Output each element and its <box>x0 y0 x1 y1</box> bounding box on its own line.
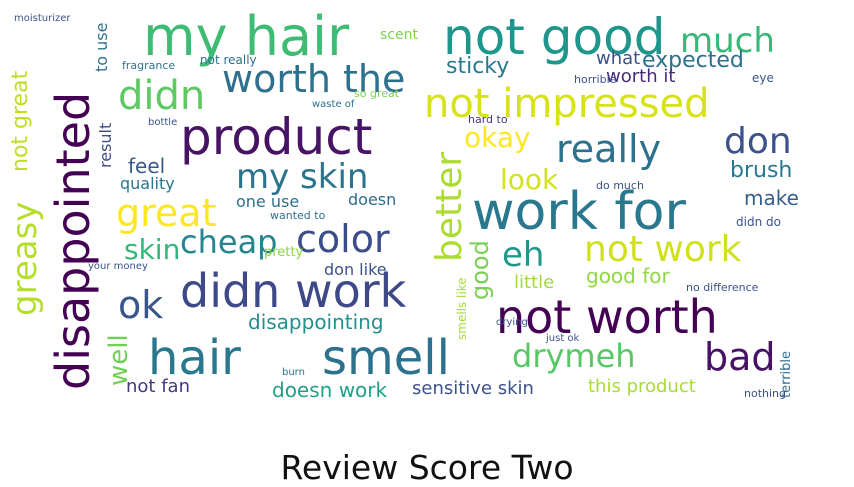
cloud-word: worth it <box>606 66 676 87</box>
cloud-word: so great <box>354 87 400 100</box>
cloud-word: hair <box>148 330 241 386</box>
cloud-word: didn do <box>736 215 781 229</box>
cloud-word: wanted to <box>270 209 326 222</box>
word-cloud: my hair not good much disappointed worth… <box>5 5 799 402</box>
cloud-word: to use <box>92 22 111 72</box>
cloud-word: horrible <box>574 73 617 86</box>
cloud-word: pretty <box>264 245 304 260</box>
cloud-word: worth the <box>222 57 406 101</box>
cloud-word: product <box>180 108 373 166</box>
cloud-word: not impressed <box>424 81 710 127</box>
cloud-word: not work <box>584 229 742 270</box>
cloud-word: moisturizer <box>14 13 71 24</box>
cloud-word: one use <box>236 192 300 211</box>
cloud-word: scent <box>380 27 418 43</box>
cloud-word: okay <box>464 121 531 154</box>
cloud-word: look <box>500 163 559 196</box>
cloud-word: cheap <box>180 223 278 261</box>
cloud-word: hard to <box>468 113 508 126</box>
cloud-word: didn <box>118 73 206 119</box>
cloud-word: your money <box>88 261 148 272</box>
cloud-word: this product <box>588 376 696 397</box>
cloud-word: not really <box>200 53 257 67</box>
cloud-word: smells like <box>455 277 469 340</box>
cloud-word: burn <box>282 367 305 378</box>
cloud-word: not great <box>8 70 33 172</box>
cloud-word: doesn work <box>272 378 388 402</box>
cloud-word: don like <box>324 260 387 279</box>
cloud-word: better <box>429 151 470 262</box>
cloud-word: feel <box>128 154 166 178</box>
cloud-word: sensitive skin <box>412 378 534 399</box>
cloud-word: waste of <box>312 99 355 110</box>
cloud-word: good <box>466 240 494 300</box>
cloud-word: bottle <box>148 117 178 128</box>
cloud-word: didn work <box>180 264 407 318</box>
chart-caption: Review Score Two <box>280 448 574 487</box>
cloud-word: not fan <box>126 376 190 397</box>
cloud-word: color <box>296 217 390 261</box>
cloud-word: disappointing <box>248 310 384 334</box>
cloud-word: disappointed <box>46 91 100 390</box>
cloud-word: nothing <box>744 387 786 400</box>
cloud-word: no difference <box>686 281 759 294</box>
cloud-word: not good <box>443 8 666 66</box>
cloud-word: much <box>680 21 775 61</box>
cloud-word: little <box>514 272 555 293</box>
cloud-word: make <box>744 186 799 210</box>
cloud-word: great <box>116 191 217 235</box>
cloud-word: not worth <box>496 290 718 344</box>
cloud-word: bad <box>704 335 776 379</box>
cloud-word: greasy <box>5 201 45 316</box>
cloud-word: sticky <box>446 54 510 79</box>
cloud-word: what <box>596 48 641 69</box>
cloud-word: brush <box>730 158 793 183</box>
cloud-word: quality <box>120 174 175 193</box>
cloud-word: ok <box>118 283 164 327</box>
cloud-word: result <box>96 122 115 168</box>
cloud-word: my hair <box>143 5 350 68</box>
cloud-word: good for <box>586 264 670 288</box>
cloud-word: doesn <box>348 190 397 209</box>
cloud-word: drying <box>496 317 528 328</box>
cloud-word: really <box>556 127 662 171</box>
cloud-word: don <box>724 121 792 162</box>
cloud-word: smell <box>322 330 450 386</box>
cloud-word: just ok <box>546 333 580 344</box>
cloud-word: fragrance <box>122 59 176 72</box>
cloud-word: do much <box>596 179 644 192</box>
cloud-word: expected <box>642 48 744 73</box>
cloud-word: work for <box>472 182 686 242</box>
cloud-word: drymeh <box>512 337 636 375</box>
cloud-word: eye <box>752 71 774 85</box>
cloud-word: eh <box>502 235 545 275</box>
cloud-word: skin <box>124 233 181 266</box>
cloud-word: my skin <box>236 157 369 197</box>
